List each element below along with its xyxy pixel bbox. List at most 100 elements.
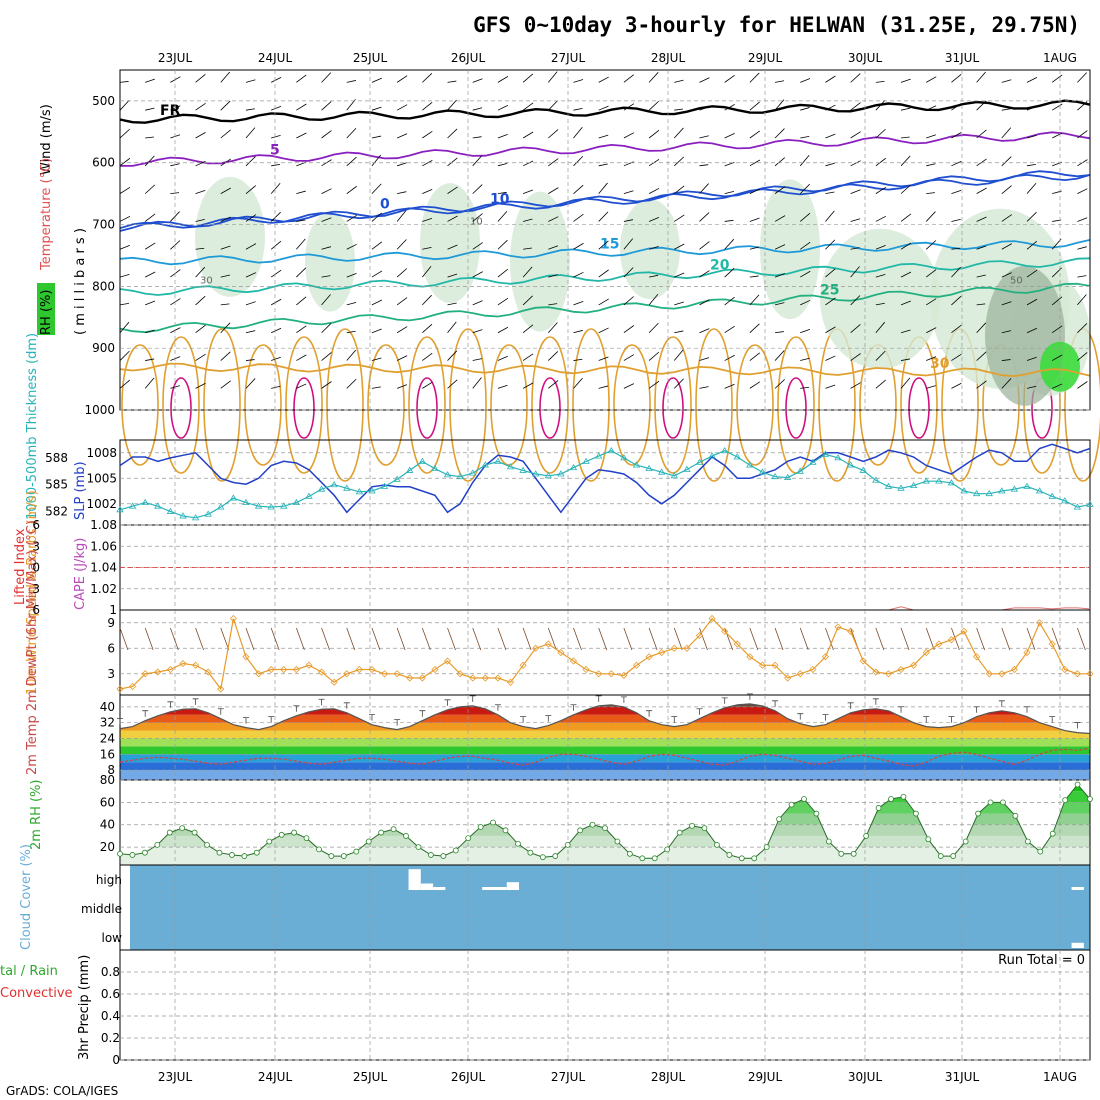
rh2m-marker xyxy=(937,853,944,859)
wind-barb xyxy=(673,127,684,139)
wind-barb xyxy=(648,245,659,250)
rh-band xyxy=(120,784,1090,792)
wind-barb xyxy=(1077,294,1087,306)
wind-ylabel: 10m Wind Speed & Barbs (m/s) xyxy=(25,490,40,695)
wind-barb xyxy=(799,183,810,194)
wind-barb xyxy=(321,323,332,334)
thickness-marker xyxy=(317,485,326,492)
wind10m-marker xyxy=(116,685,124,693)
temp-ylabel: 2m Temp 2m DewPt (6hr Min/Max) (°C) xyxy=(25,520,40,775)
upper-air-tick: 700 xyxy=(92,218,115,232)
wind-barb xyxy=(472,155,483,167)
wind10m-barb xyxy=(1051,627,1061,651)
wind-barb xyxy=(270,298,282,306)
rh2m-marker xyxy=(888,796,894,802)
slp-ylabel: SLP (mb) xyxy=(73,461,88,520)
wind-barb xyxy=(900,184,911,194)
wind-barb xyxy=(195,218,205,222)
thickness-marker xyxy=(191,514,200,521)
wind-barb xyxy=(195,353,206,361)
isotherm-hot-contour xyxy=(908,377,930,439)
wind-barb xyxy=(926,385,936,389)
temp-minmax-mark xyxy=(772,700,779,707)
rh2m-marker xyxy=(117,850,123,857)
thickness-marker xyxy=(758,468,767,475)
wind-barb xyxy=(522,160,534,167)
rh2m-marker xyxy=(614,838,621,845)
rh2m-marker xyxy=(191,829,198,836)
rh2m-marker xyxy=(465,835,472,842)
wind-barb xyxy=(724,74,735,83)
cloud-ylabel: Cloud Cover (%) xyxy=(19,844,34,950)
wind10m-barb xyxy=(774,627,784,651)
temp-minmax-mark xyxy=(671,716,678,723)
wind10m-marker xyxy=(1061,665,1069,674)
wind-barb xyxy=(548,100,558,111)
isotherm-warm-contour xyxy=(408,336,446,474)
wind-barb xyxy=(548,274,558,278)
wind-barb xyxy=(270,240,282,250)
wind10m-tick: 6 xyxy=(107,641,115,655)
temp-bands xyxy=(120,703,1090,780)
wind10m-barb xyxy=(724,627,734,651)
wind-barb xyxy=(774,99,785,111)
rh2m-marker xyxy=(701,825,708,831)
wind-barb xyxy=(220,351,231,361)
wind-barb xyxy=(472,358,482,361)
isotherm-label: 25 xyxy=(820,282,839,298)
date-label-top: 31JUL xyxy=(945,51,980,65)
wind-barb xyxy=(674,330,684,334)
wind-barb xyxy=(749,381,761,389)
wind-barb xyxy=(170,192,180,195)
isotherm-warm-contour xyxy=(572,328,610,482)
date-label-top: 1AUG xyxy=(1043,51,1077,65)
thickness-marker xyxy=(506,463,515,470)
wind10m-marker xyxy=(1086,670,1094,678)
wind-barb xyxy=(1001,79,1012,83)
wind-barb xyxy=(1026,77,1038,83)
wind10m-barb xyxy=(144,627,154,651)
wind-barb xyxy=(774,379,785,389)
wind-barb xyxy=(825,326,836,334)
wind-barb xyxy=(1026,240,1038,250)
wind-barb xyxy=(472,329,483,334)
wind-barb xyxy=(422,352,433,361)
wind10m-marker xyxy=(645,653,653,661)
wind-barb xyxy=(548,71,558,83)
wind-barb xyxy=(573,271,584,278)
wind-barb xyxy=(951,324,962,334)
wind-barb xyxy=(800,241,811,250)
wind-barb xyxy=(497,191,507,195)
rh2m-marker xyxy=(639,855,646,862)
wind-barb xyxy=(976,303,986,306)
wind-barb xyxy=(573,213,584,222)
wind-barb xyxy=(976,100,987,111)
wind-barb xyxy=(321,246,332,250)
wind10m-barb xyxy=(673,627,683,651)
wind-barb xyxy=(396,384,408,389)
wind-barb xyxy=(1052,132,1063,139)
wind-barb xyxy=(850,324,861,334)
isotherm-hot-contour xyxy=(170,377,192,439)
wind-barb xyxy=(371,357,382,361)
wind-barb xyxy=(800,299,811,306)
rh2m-marker xyxy=(788,801,795,808)
wind10m-marker xyxy=(582,665,590,674)
wind10m-marker xyxy=(809,665,817,674)
wind-barb xyxy=(875,80,885,83)
wind10m-marker xyxy=(935,640,943,648)
wind-barb xyxy=(900,300,911,306)
wind-barb xyxy=(1001,214,1013,222)
wind10m-marker xyxy=(532,644,540,652)
wind-barb xyxy=(925,269,937,278)
wind10m-barb xyxy=(976,627,985,651)
temp-minmax-mark xyxy=(721,697,728,704)
date-label-bottom: 23JUL xyxy=(158,1070,193,1084)
wind-barb xyxy=(573,358,583,361)
wind10m-marker xyxy=(847,627,855,635)
wind-barb xyxy=(1026,269,1038,278)
temp-minmax-mark xyxy=(192,698,199,705)
rh-shading xyxy=(760,179,820,320)
wind10m-marker xyxy=(141,670,149,678)
cape-tick: 1.06 xyxy=(90,539,117,553)
